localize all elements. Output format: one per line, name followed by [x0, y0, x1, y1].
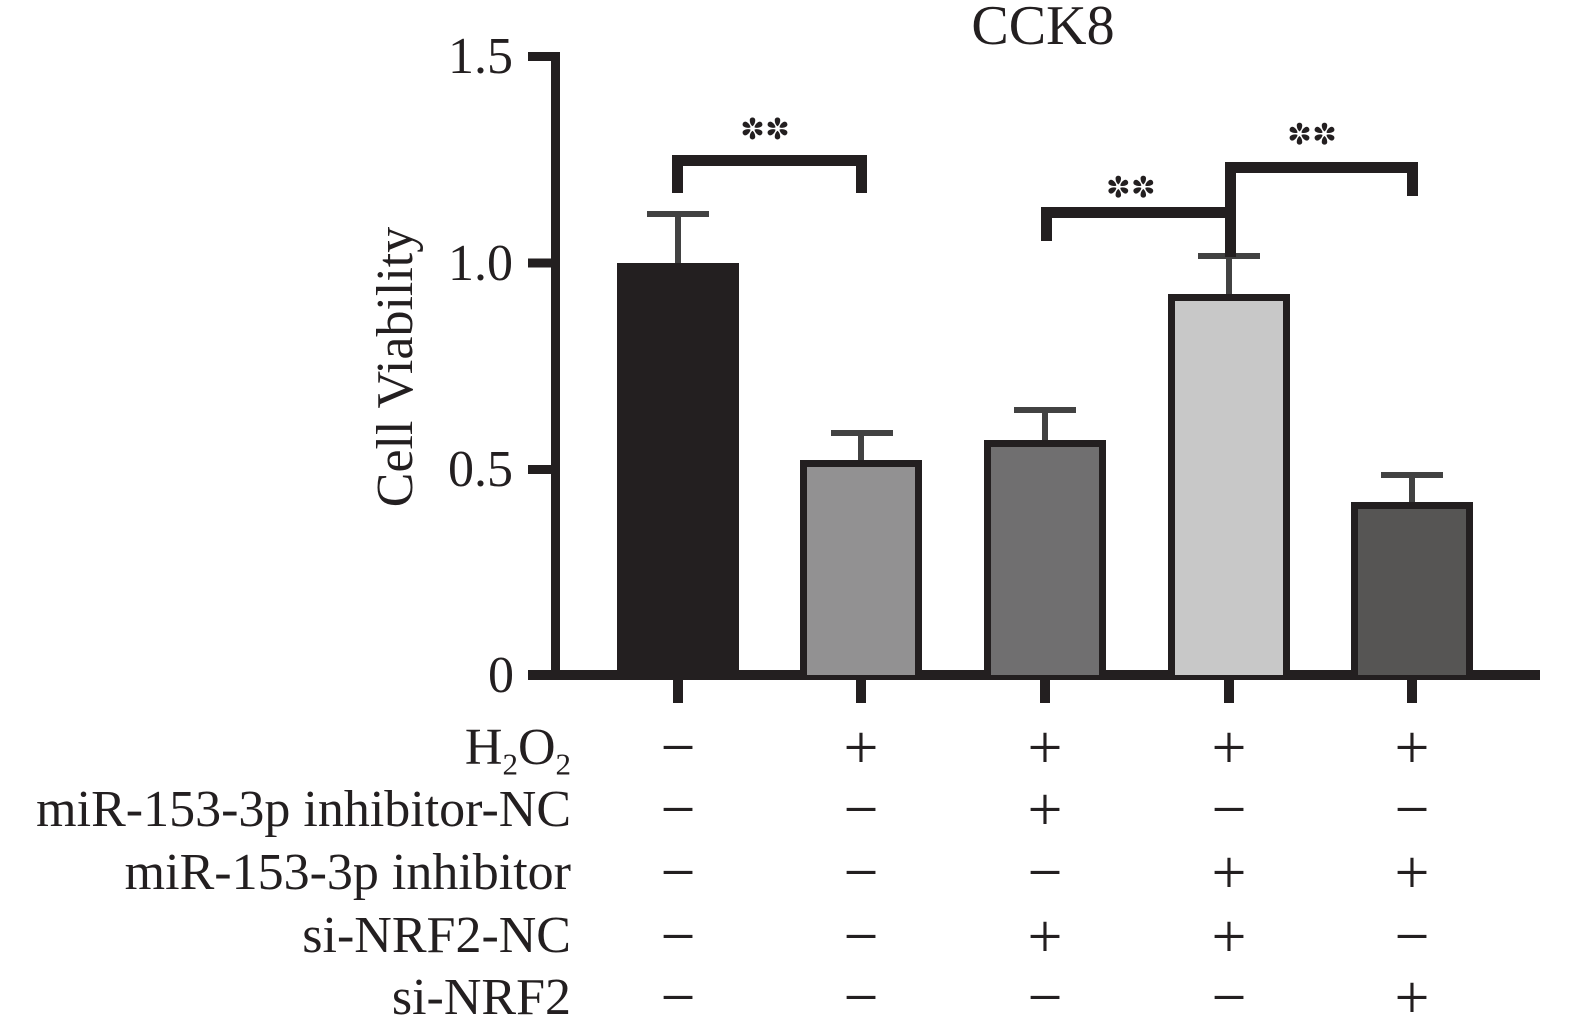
svg-text:H2O2: H2O2	[465, 719, 571, 782]
svg-text:CCK8: CCK8	[971, 0, 1114, 57]
svg-text:−: −	[844, 776, 879, 844]
svg-text:si-NRF2-NC: si-NRF2-NC	[302, 907, 571, 964]
svg-text:+: +	[1028, 776, 1063, 844]
svg-text:+: +	[1395, 964, 1430, 1031]
svg-text:+: +	[1028, 714, 1063, 782]
svg-text:+: +	[1212, 839, 1247, 907]
svg-text:+: +	[844, 714, 879, 782]
svg-text:−: −	[1028, 964, 1063, 1031]
svg-text:−: −	[1395, 903, 1430, 971]
svg-text:−: −	[844, 964, 879, 1031]
svg-text:+: +	[1395, 714, 1430, 782]
svg-text:+: +	[1395, 839, 1430, 907]
svg-text:−: −	[844, 839, 879, 907]
svg-text:−: −	[1212, 776, 1247, 844]
svg-text:−: −	[844, 903, 879, 971]
svg-text:miR-153-3p inhibitor-NC: miR-153-3p inhibitor-NC	[36, 781, 571, 838]
svg-text:0: 0	[488, 647, 514, 704]
svg-text:−: −	[661, 776, 696, 844]
svg-text:−: −	[1028, 839, 1063, 907]
svg-text:−: −	[661, 839, 696, 907]
svg-text:−: −	[661, 903, 696, 971]
svg-text:−: −	[1212, 964, 1247, 1031]
svg-text:−: −	[661, 964, 696, 1031]
svg-text:miR-153-3p inhibitor: miR-153-3p inhibitor	[125, 844, 571, 901]
svg-text:Cell Viability: Cell Viability	[367, 227, 424, 507]
svg-text:+: +	[1212, 714, 1247, 782]
svg-text:si-NRF2: si-NRF2	[392, 969, 571, 1026]
svg-text:−: −	[1395, 776, 1430, 844]
svg-text:1.5: 1.5	[448, 28, 513, 85]
svg-text:+: +	[1028, 903, 1063, 971]
svg-text:+: +	[1212, 903, 1247, 971]
svg-text:−: −	[661, 714, 696, 782]
svg-text:1.0: 1.0	[448, 235, 513, 292]
svg-text:0.5: 0.5	[448, 441, 513, 498]
